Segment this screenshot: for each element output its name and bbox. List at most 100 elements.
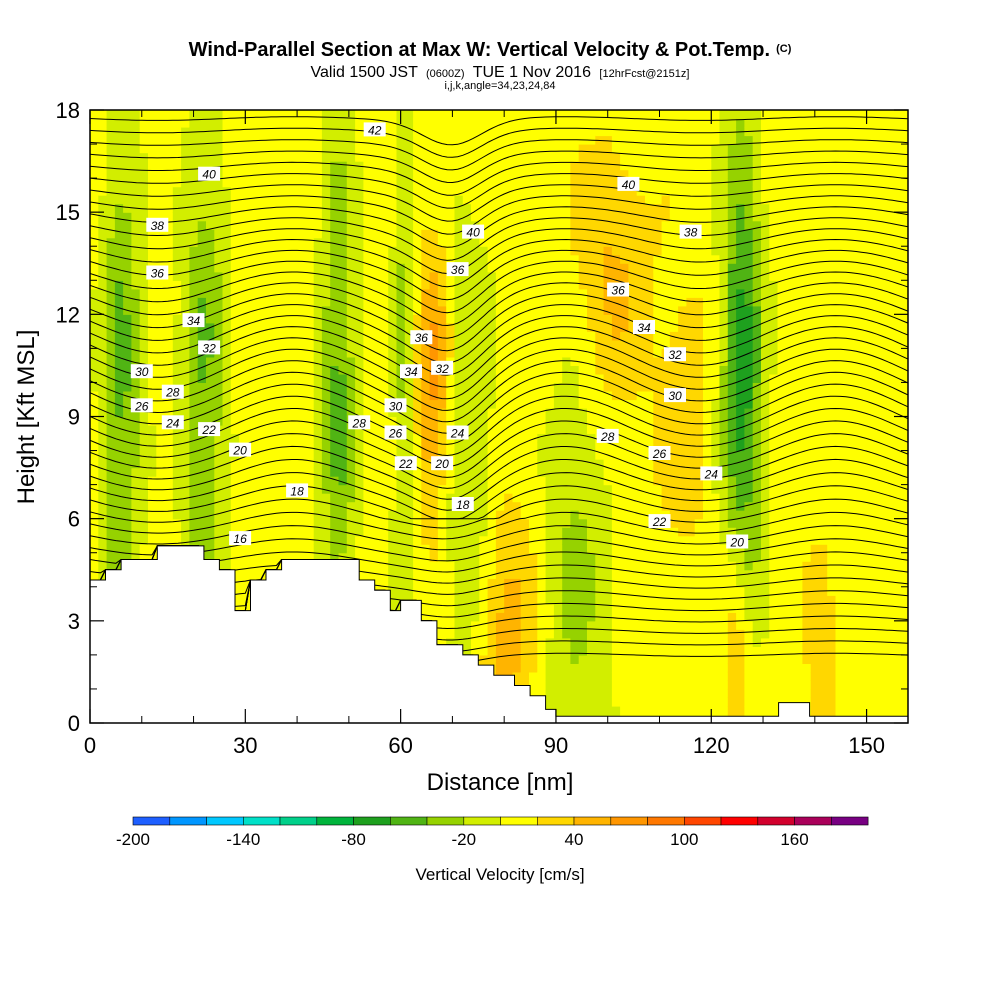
- vv-cell: [512, 135, 522, 145]
- vv-cell: [189, 144, 199, 154]
- vv-cell: [355, 425, 364, 435]
- vv-cell: [570, 110, 580, 120]
- vv-cell: [454, 365, 464, 375]
- vv-cell: [114, 195, 124, 205]
- vv-cell: [288, 552, 298, 562]
- vv-cell: [297, 144, 306, 154]
- vv-cell: [123, 399, 132, 409]
- vv-cell: [272, 288, 282, 298]
- vv-cell: [512, 373, 522, 383]
- vv-cell: [413, 408, 422, 418]
- vv-cell: [396, 297, 406, 307]
- vv-cell: [562, 637, 572, 647]
- vv-cell: [578, 356, 588, 366]
- vv-cell: [479, 288, 489, 298]
- vv-cell: [330, 161, 340, 171]
- vv-cell: [487, 161, 497, 171]
- vv-cell: [379, 280, 389, 290]
- vv-cell: [164, 510, 174, 520]
- vv-cell: [553, 305, 563, 315]
- vv-cell: [247, 212, 257, 222]
- vv-cell: [603, 178, 613, 188]
- vv-cell: [520, 646, 530, 656]
- vv-cell: [537, 212, 547, 222]
- vv-cell: [346, 152, 356, 162]
- vv-cell: [504, 110, 514, 120]
- vv-cell: [454, 212, 464, 222]
- vv-cell: [611, 706, 621, 716]
- vv-cell: [164, 169, 174, 179]
- vv-cell: [653, 697, 663, 707]
- vv-cell: [206, 305, 215, 315]
- vv-cell: [114, 280, 124, 290]
- vv-cell: [371, 297, 381, 307]
- vv-cell: [471, 263, 480, 273]
- vv-cell: [562, 118, 572, 128]
- vv-cell: [421, 408, 431, 418]
- vv-cell: [545, 637, 555, 647]
- vv-cell: [504, 288, 514, 298]
- vv-cell: [355, 305, 364, 315]
- vv-cell: [346, 399, 356, 409]
- vv-cell: [429, 288, 439, 298]
- vv-cell: [396, 450, 406, 460]
- vv-cell: [429, 118, 439, 128]
- vv-cell: [230, 237, 240, 247]
- vv-cell: [603, 152, 613, 162]
- vv-cell: [628, 186, 638, 196]
- vv-cell: [562, 271, 572, 281]
- vv-cell: [363, 229, 373, 239]
- vv-cell: [114, 305, 124, 315]
- vv-cell: [280, 271, 290, 281]
- vv-cell: [487, 654, 497, 664]
- vv-cell: [297, 339, 306, 349]
- vv-cell: [587, 442, 596, 452]
- vv-cell: [164, 399, 174, 409]
- vv-cell: [139, 544, 149, 554]
- vv-cell: [545, 416, 555, 426]
- vv-cell: [230, 305, 240, 315]
- vv-cell: [197, 246, 207, 256]
- vv-cell: [661, 595, 671, 605]
- vv-cell: [255, 186, 265, 196]
- vv-cell: [545, 450, 555, 460]
- vv-cell: [454, 280, 464, 290]
- vv-cell: [106, 365, 116, 375]
- vv-cell: [562, 706, 572, 716]
- vv-cell: [396, 254, 406, 264]
- vv-cell: [471, 297, 480, 307]
- vv-cell: [264, 467, 273, 477]
- vv-cell: [645, 484, 654, 494]
- vv-cell: [537, 127, 547, 137]
- vv-cell: [139, 118, 149, 128]
- vv-cell: [346, 195, 356, 205]
- vv-cell: [164, 493, 174, 503]
- vv-cell: [404, 476, 414, 486]
- vv-cell: [611, 586, 621, 596]
- vv-cell: [206, 501, 215, 511]
- vv-cell: [396, 484, 406, 494]
- vv-cell: [570, 629, 580, 639]
- vv-cell: [578, 212, 588, 222]
- vv-cell: [512, 544, 522, 554]
- vv-cell: [429, 135, 439, 145]
- vv-cell: [437, 510, 447, 520]
- vv-cell: [371, 280, 381, 290]
- vv-cell: [437, 305, 447, 315]
- vv-cell: [603, 595, 613, 605]
- vv-cell: [620, 620, 629, 630]
- vv-cell: [396, 518, 406, 528]
- vv-cell: [578, 263, 588, 273]
- vv-cell: [653, 229, 663, 239]
- vv-cell: [346, 373, 356, 383]
- vv-cell: [628, 288, 638, 298]
- vv-cell: [479, 135, 489, 145]
- vv-cell: [247, 339, 257, 349]
- vv-cell: [529, 118, 538, 128]
- vv-cell: [636, 425, 646, 435]
- vv-cell: [512, 578, 522, 588]
- vv-cell: [123, 314, 132, 324]
- vv-cell: [462, 552, 472, 562]
- vv-cell: [330, 254, 340, 264]
- vv-cell: [537, 195, 547, 205]
